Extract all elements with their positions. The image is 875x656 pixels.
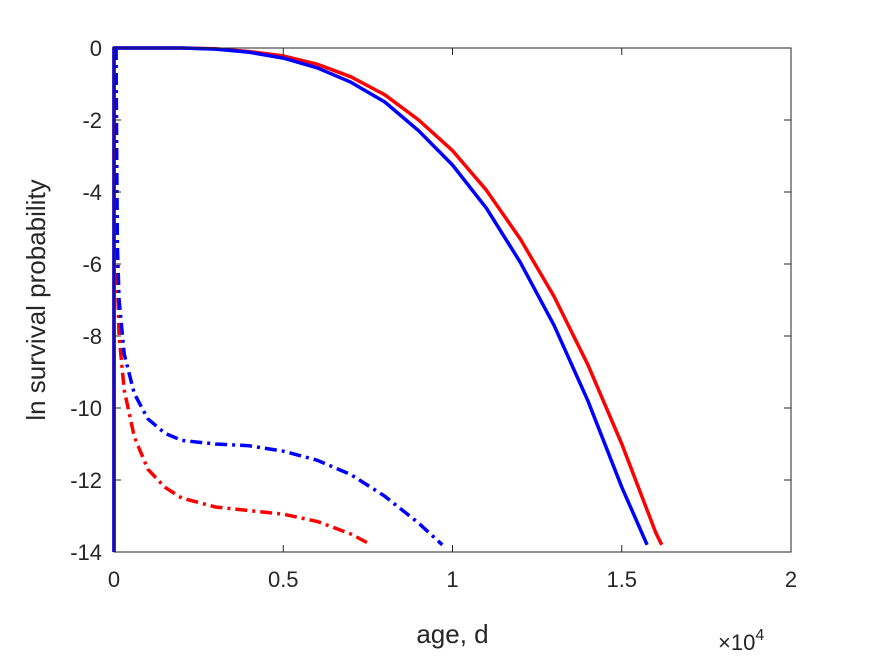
y-tick-label: -8 [82,324,102,349]
x-tick-label: 0 [108,567,120,592]
y-tick-label: 0 [90,36,102,61]
x-tick-label: 1 [446,567,458,592]
series-line-4 [114,47,444,547]
y-tick-label: -6 [82,252,102,277]
y-tick-label: -10 [70,396,102,421]
x-tick-label: 2 [785,567,797,592]
x-exponent-base: ×10 [718,630,755,655]
x-axis-label: age, d [416,619,488,649]
plot-area [114,48,791,552]
y-tick-label: -2 [82,108,102,133]
y-tick-label: -12 [70,468,102,493]
x-exponent-power: 4 [755,627,764,644]
y-tick-label: -4 [82,180,102,205]
y-tick-label: -14 [70,540,102,565]
x-exponent-label: ×104 [718,627,764,655]
tick-layer: 0 0.5 1 1.5 2 0 -2 -4 -6 -8 -10 -12 -14 [70,36,797,592]
x-tick-label: 0.5 [268,567,299,592]
y-axis-label: ln survival probability [21,179,51,420]
x-tick-label: 1.5 [606,567,637,592]
